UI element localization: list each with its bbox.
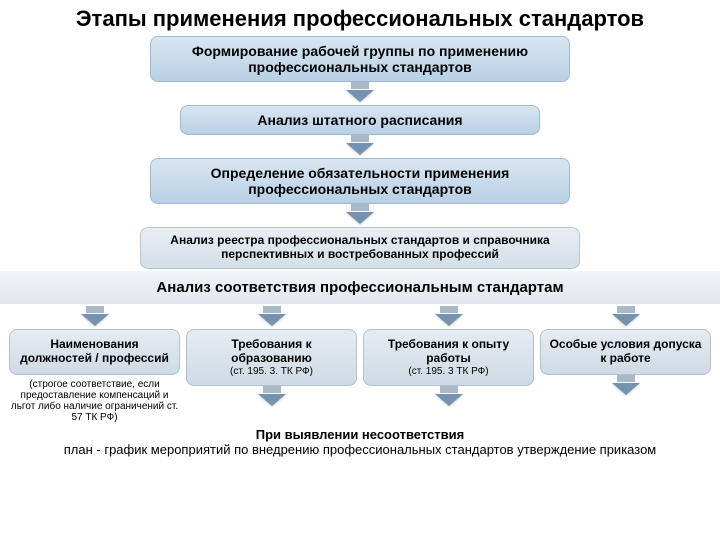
bottom-box-note: (строгое соответствие, если предоставлен… bbox=[9, 379, 180, 423]
stage-box-0: Формирование рабочей группы по применени… bbox=[150, 36, 570, 82]
bottom-box-note: (ст. 195. 3 ТК РФ) bbox=[370, 366, 527, 378]
analysis-bar: Анализ соответствия профессиональным ста… bbox=[0, 271, 720, 304]
bottom-box-0: Наименования должностей / профессий bbox=[9, 329, 180, 375]
down-arrow-icon bbox=[612, 375, 640, 398]
down-arrow-icon bbox=[346, 135, 374, 158]
down-arrow-icon bbox=[612, 306, 640, 329]
bottom-box-title: Наименования должностей / профессий bbox=[16, 338, 173, 366]
bottom-col-1: Требования к образованию(ст. 195. 3. ТК … bbox=[183, 306, 360, 423]
page-title: Этапы применения профессиональных станда… bbox=[0, 0, 720, 36]
stage-box-3: Анализ реестра профессиональных стандарт… bbox=[140, 227, 580, 269]
footer-bold: При выявлении несоответствия bbox=[20, 427, 700, 443]
down-arrow-icon bbox=[258, 306, 286, 329]
down-arrow-icon bbox=[435, 306, 463, 329]
bottom-box-title: Требования к опыту работы bbox=[370, 338, 527, 366]
bottom-box-title: Особые условия допуска к работе bbox=[547, 338, 704, 366]
bottom-box-1: Требования к образованию(ст. 195. 3. ТК … bbox=[186, 329, 357, 386]
bottom-box-note: (ст. 195. 3. ТК РФ) bbox=[193, 366, 350, 378]
bottom-col-2: Требования к опыту работы(ст. 195. 3 ТК … bbox=[360, 306, 537, 423]
bottom-row: Наименования должностей / профессий (стро… bbox=[0, 306, 720, 423]
stage-box-1: Анализ штатного расписания bbox=[180, 105, 540, 135]
footer-block: При выявлении несоответствия план - граф… bbox=[0, 423, 720, 462]
down-arrow-icon bbox=[435, 386, 463, 409]
flow-column: Формирование рабочей группы по применени… bbox=[0, 36, 720, 269]
down-arrow-icon bbox=[346, 82, 374, 105]
down-arrow-icon bbox=[81, 306, 109, 329]
stage-box-2: Определение обязательности применения пр… bbox=[150, 158, 570, 204]
bottom-col-3: Особые условия допуска к работе bbox=[537, 306, 714, 423]
bottom-box-3: Особые условия допуска к работе bbox=[540, 329, 711, 375]
bottom-box-2: Требования к опыту работы(ст. 195. 3 ТК … bbox=[363, 329, 534, 386]
footer-line2: план - график мероприятий по внедрению п… bbox=[20, 442, 700, 458]
down-arrow-icon bbox=[346, 204, 374, 227]
down-arrow-icon bbox=[258, 386, 286, 409]
bottom-box-title: Требования к образованию bbox=[193, 338, 350, 366]
bottom-col-0: Наименования должностей / профессий (стро… bbox=[6, 306, 183, 423]
